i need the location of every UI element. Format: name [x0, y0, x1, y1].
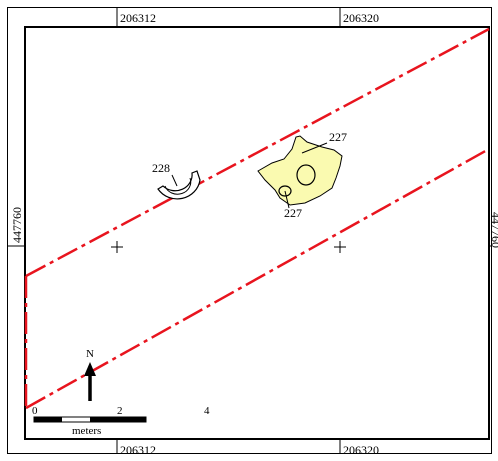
left-coord: 447760 [10, 207, 24, 243]
feature-227-main-label: 227 [329, 130, 347, 144]
outer-frame [7, 7, 492, 454]
bottom-coord-1: 206312 [120, 443, 156, 457]
boundary-line-lower [25, 147, 490, 410]
feature-227-small-ring [278, 185, 292, 197]
leader-228 [171, 174, 178, 187]
scale-segment-1 [34, 417, 62, 422]
feature-228-label: 228 [152, 161, 170, 175]
leader-227-small [284, 190, 290, 209]
north-label: N [86, 348, 94, 360]
scale-segment-3 [90, 417, 146, 422]
top-coord-2: 206320 [343, 11, 379, 25]
grid-cross-1 [111, 241, 123, 253]
excavation-boundary [24, 27, 490, 410]
feature-227-outline [257, 135, 343, 206]
scale-bar [33, 416, 147, 423]
map-frame [24, 26, 490, 440]
feature-227-inner-ring [296, 164, 316, 186]
scale-tick-2: 2 [117, 405, 123, 417]
feature-227-small-label: 227 [284, 206, 302, 220]
scale-unit: meters [72, 425, 101, 437]
grid-cross-2 [334, 241, 346, 253]
leader-227-main [301, 142, 328, 154]
scale-tick-4: 4 [204, 405, 210, 417]
top-coord-1: 206312 [120, 11, 156, 25]
boundary-line-upper [25, 27, 490, 278]
feature-228-inner [164, 177, 192, 195]
scale-tick-0: 0 [32, 405, 38, 417]
bottom-coord-2: 206320 [343, 443, 379, 457]
right-coord: 447760 [489, 212, 498, 248]
feature-228-outer [157, 170, 201, 200]
north-arrow-icon [84, 362, 96, 401]
